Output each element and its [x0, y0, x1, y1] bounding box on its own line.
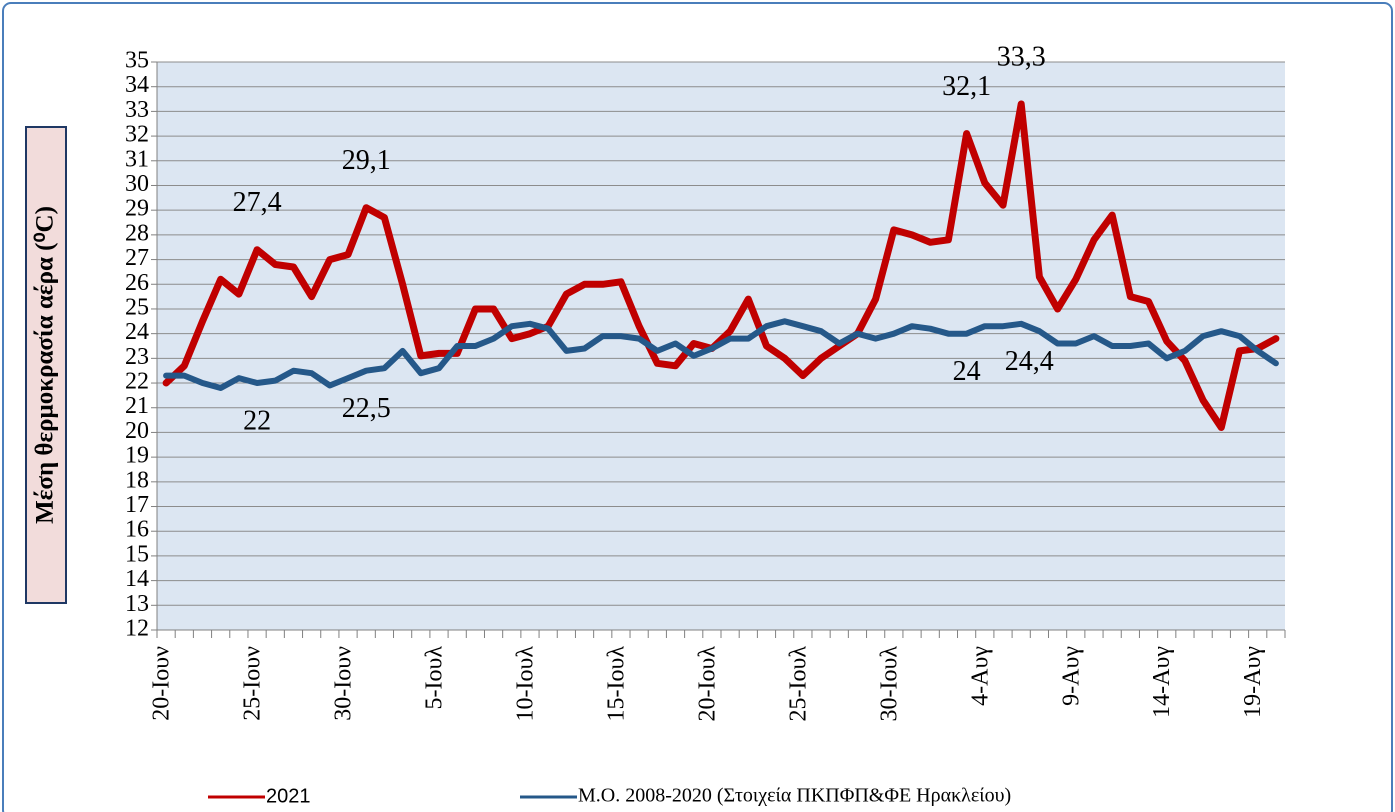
data-label: 22,5: [342, 393, 391, 424]
legend-label: Μ.Ο. 2008-2020 (Στοιχεία ΠΚΠΦΠ&ΦΕ Ηρακλε…: [578, 785, 1011, 807]
data-label: 32,1: [942, 71, 991, 102]
y-tick-label: 21: [125, 393, 149, 419]
x-tick-label: 15-Ιουλ: [603, 646, 629, 722]
y-tick-label: 20: [125, 418, 149, 444]
y-tick-label: 16: [125, 517, 149, 543]
x-tick-label: 20-Ιουν: [149, 646, 175, 721]
x-tick-label: 4-Αυγ: [967, 646, 993, 706]
y-tick-label: 26: [125, 270, 149, 296]
y-tick-label: 14: [125, 566, 149, 592]
data-label: 22: [243, 405, 271, 436]
data-label: 24,4: [1005, 346, 1054, 377]
data-label: 27,4: [233, 187, 282, 218]
y-tick-label: 30: [125, 171, 149, 197]
x-tick-label: 20-Ιουλ: [694, 646, 720, 722]
y-tick-label: 28: [125, 220, 149, 246]
data-label: 33,3: [997, 41, 1046, 72]
y-tick-label: 24: [125, 319, 149, 345]
y-tick-label: 13: [125, 591, 149, 617]
x-tick-label: 19-Αυγ: [1240, 646, 1266, 718]
line-series: [163, 318, 1279, 391]
y-axis-label-group: Μέση θερμοκρασία αέρα (⁰C): [25, 126, 67, 604]
legend-label: 2021: [266, 785, 311, 807]
data-label: 29,1: [342, 145, 391, 176]
y-tick-label: 15: [125, 541, 149, 567]
y-tick-label: 23: [125, 344, 149, 370]
x-tick-label: 30-Ιουλ: [876, 646, 902, 722]
y-axis-label: Μέση θερμοκρασία αέρα (⁰C): [32, 206, 59, 524]
x-tick-label: 14-Αυγ: [1149, 646, 1175, 718]
y-tick-label: 29: [125, 196, 149, 222]
y-tick-label: 18: [125, 467, 149, 493]
line-series: [162, 100, 1280, 431]
y-tick-label: 32: [125, 122, 149, 148]
y-tick-label: 25: [125, 294, 149, 320]
y-tick-label: 34: [125, 72, 149, 98]
y-tick-label: 31: [125, 146, 149, 172]
y-tick-label: 22: [125, 369, 149, 395]
data-label: 24: [953, 356, 981, 387]
y-tick-label: 17: [125, 492, 149, 518]
x-tick-label: 5-Ιουλ: [422, 646, 448, 710]
y-tick-label: 27: [125, 245, 149, 271]
x-tick-label: 25-Ιουλ: [785, 646, 811, 722]
x-tick-label: 30-Ιουν: [331, 646, 357, 721]
x-tick-label: 9-Αυγ: [1058, 646, 1084, 706]
y-tick-label: 35: [125, 48, 149, 74]
y-axis-label-box: [25, 126, 67, 604]
x-tick-label: 10-Ιουλ: [512, 646, 538, 722]
y-tick-label: 12: [125, 616, 149, 642]
x-tick-label: 25-Ιουν: [240, 646, 266, 721]
y-tick-label: 19: [125, 443, 149, 469]
y-tick-label: 33: [125, 97, 149, 123]
